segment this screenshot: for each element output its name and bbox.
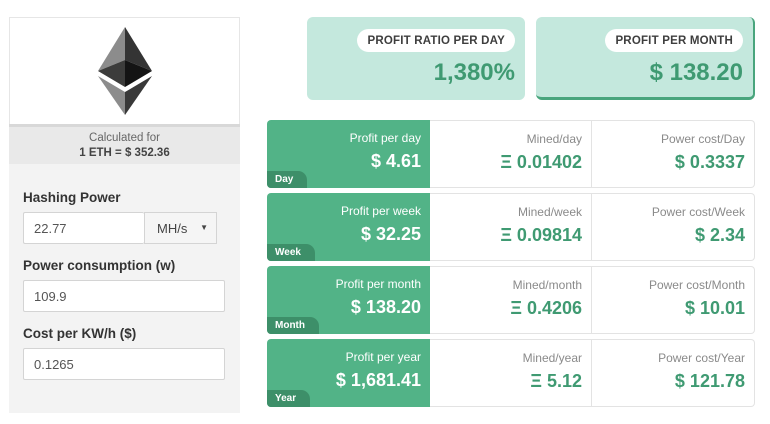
mined-cell: Mined/month Ξ 0.4206 [430, 266, 592, 334]
power-cost-label: Power cost/Month [648, 278, 745, 292]
mined-label: Mined/month [512, 278, 582, 292]
profit-value: $ 138.20 [350, 297, 421, 317]
profit-month-label: PROFIT PER MONTH [605, 29, 743, 52]
profit-value: $ 32.25 [360, 224, 421, 244]
power-cost-label: Power cost/Week [651, 205, 745, 219]
hashing-power-label: Hashing Power [23, 190, 121, 205]
period-tag: Day [267, 171, 308, 188]
mined-cell: Mined/day Ξ 0.01402 [430, 120, 592, 188]
mined-label: Mined/day [526, 132, 582, 146]
calculator-form: Hashing Power 22.77 MH/s ▼ Power consump… [9, 164, 240, 413]
mined-cell: Mined/year Ξ 5.12 [430, 339, 592, 407]
mined-value: Ξ 5.12 [530, 371, 582, 391]
power-consumption-label: Power consumption (w) [23, 258, 176, 273]
profit-cell: Profit per year $ 1,681.41 Year [267, 339, 430, 407]
profit-label: Profit per day [349, 131, 421, 145]
profit-cell: Profit per month $ 138.20 Month [267, 266, 430, 334]
calc-caption: Calculated for [89, 132, 160, 144]
calculator-panel: Calculated for 1 ETH = $ 352.36 Hashing … [9, 17, 240, 413]
power-cost-cell: Power cost/Month $ 10.01 [592, 266, 755, 334]
power-cost-cell: Power cost/Day $ 0.3337 [592, 120, 755, 188]
mined-value: Ξ 0.4206 [510, 298, 582, 318]
profit-value: $ 1,681.41 [335, 370, 421, 390]
profit-label: Profit per year [345, 350, 421, 364]
mined-value: Ξ 0.01402 [500, 152, 582, 172]
period-tag: Month [267, 317, 319, 334]
period-tag: Week [267, 244, 315, 261]
profit-label: Profit per week [340, 204, 421, 218]
hashing-unit-value: MH/s [157, 221, 188, 236]
profit-cell: Profit per day $ 4.61 Day [267, 120, 430, 188]
power-cost-label: Power cost/Year [658, 351, 745, 365]
period-tag: Year [267, 390, 311, 407]
eth-rate: 1 ETH = $ 352.36 [79, 147, 170, 159]
power-consumption-input[interactable]: 109.9 [23, 280, 225, 312]
result-row-month: Profit per month $ 138.20 Month Mined/mo… [267, 266, 755, 334]
results-grid: Profit per day $ 4.61 Day Mined/day Ξ 0.… [267, 120, 755, 412]
rate-info: Calculated for 1 ETH = $ 352.36 [9, 124, 240, 164]
profit-month-value: $ 138.20 [649, 59, 743, 86]
power-cost-label: Power cost/Day [660, 132, 745, 146]
result-row-week: Profit per week $ 32.25 Week Mined/week … [267, 193, 755, 261]
power-cost-cell: Power cost/Week $ 2.34 [592, 193, 755, 261]
hashing-unit-select[interactable]: MH/s ▼ [144, 212, 217, 244]
profit-cell: Profit per week $ 32.25 Week [267, 193, 430, 261]
mined-label: Mined/week [517, 205, 582, 219]
ethereum-logo-icon [97, 27, 152, 115]
mined-cell: Mined/week Ξ 0.09814 [430, 193, 592, 261]
profit-ratio-value: 1,380% [433, 59, 515, 86]
cost-per-kwh-label: Cost per KW/h ($) [23, 326, 137, 341]
hashing-power-row: 22.77 MH/s ▼ [23, 212, 217, 244]
power-cost-value: $ 10.01 [684, 298, 745, 318]
profit-label: Profit per month [335, 277, 421, 291]
mined-label: Mined/year [522, 351, 582, 365]
logo-box [9, 17, 240, 124]
power-cost-value: $ 121.78 [674, 371, 745, 391]
profit-month-card: PROFIT PER MONTH $ 138.20 [536, 17, 755, 100]
profit-value: $ 4.61 [370, 151, 421, 171]
power-cost-value: $ 2.34 [694, 225, 745, 245]
cost-per-kwh-input[interactable]: 0.1265 [23, 348, 225, 380]
chevron-down-icon: ▼ [200, 223, 208, 232]
mined-value: Ξ 0.09814 [500, 225, 582, 245]
power-cost-cell: Power cost/Year $ 121.78 [592, 339, 755, 407]
profit-ratio-card: PROFIT RATIO PER DAY 1,380% [307, 17, 525, 100]
power-cost-value: $ 0.3337 [674, 152, 745, 172]
result-row-year: Profit per year $ 1,681.41 Year Mined/ye… [267, 339, 755, 407]
result-row-day: Profit per day $ 4.61 Day Mined/day Ξ 0.… [267, 120, 755, 188]
hashing-power-input[interactable]: 22.77 [23, 212, 144, 244]
profit-ratio-label: PROFIT RATIO PER DAY [357, 29, 515, 52]
